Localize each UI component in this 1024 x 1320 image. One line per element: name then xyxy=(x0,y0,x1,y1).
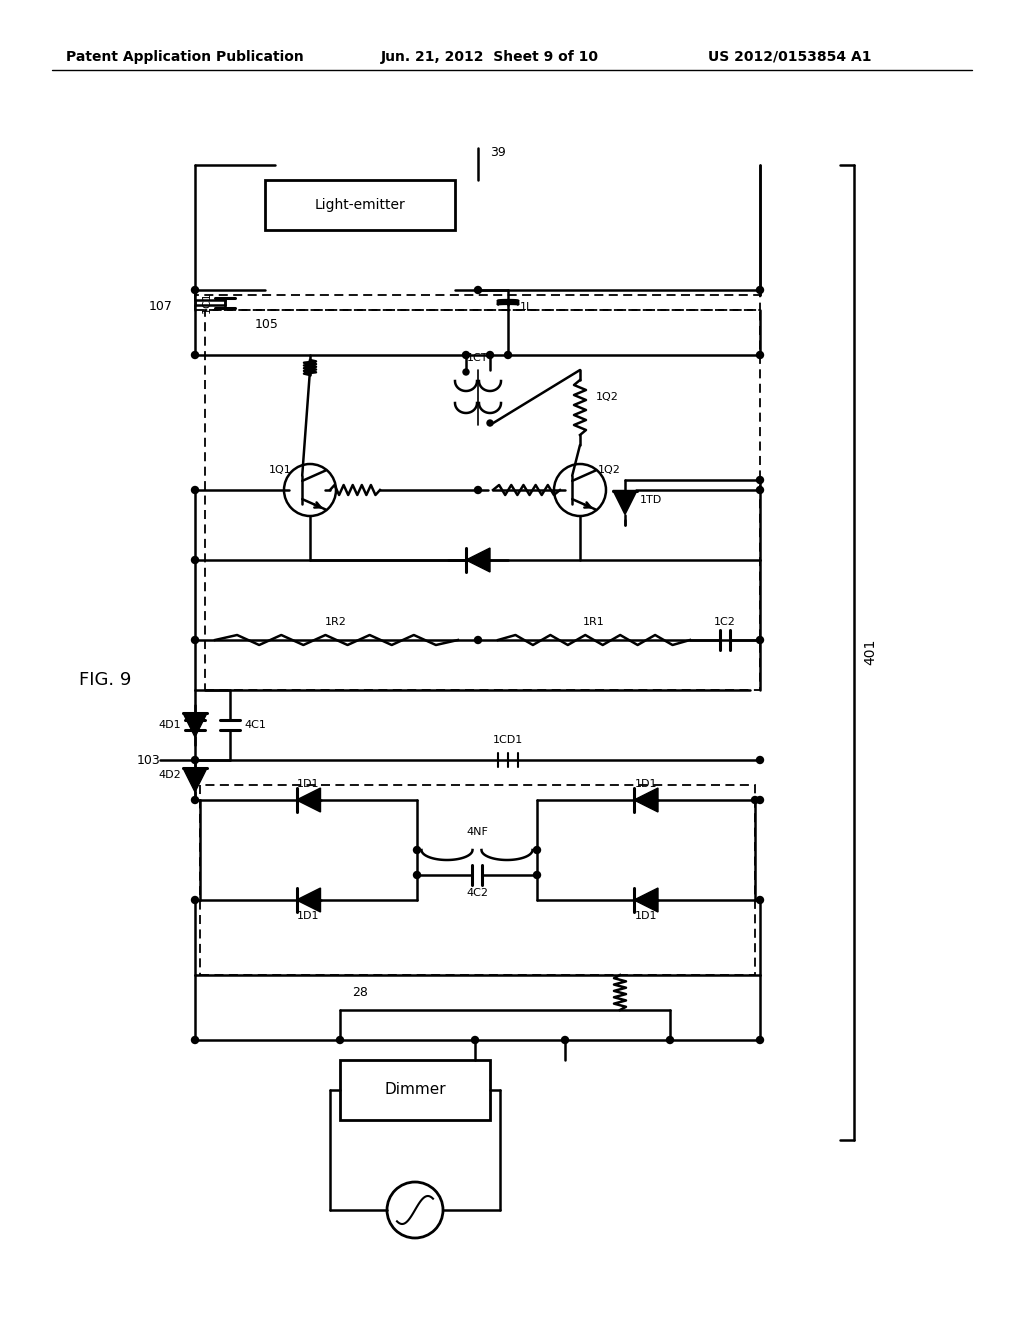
Text: Dimmer: Dimmer xyxy=(384,1082,445,1097)
Text: FIG. 9: FIG. 9 xyxy=(79,671,131,689)
Circle shape xyxy=(757,351,764,359)
Circle shape xyxy=(474,286,481,293)
Text: 1C2: 1C2 xyxy=(714,616,736,627)
Circle shape xyxy=(757,756,764,763)
Text: 1CT: 1CT xyxy=(467,352,488,363)
Text: 401: 401 xyxy=(863,639,877,665)
Polygon shape xyxy=(634,788,658,812)
Polygon shape xyxy=(297,788,321,812)
Circle shape xyxy=(474,636,481,644)
Circle shape xyxy=(757,1036,764,1044)
Bar xyxy=(200,785,755,975)
Circle shape xyxy=(757,487,764,494)
Text: 4C2: 4C2 xyxy=(466,888,488,898)
Circle shape xyxy=(667,1036,674,1044)
Circle shape xyxy=(757,477,764,483)
Circle shape xyxy=(487,420,493,426)
Circle shape xyxy=(534,846,541,854)
Circle shape xyxy=(191,1036,199,1044)
Text: 4C1: 4C1 xyxy=(244,719,266,730)
Polygon shape xyxy=(466,548,490,572)
Polygon shape xyxy=(613,491,637,515)
Circle shape xyxy=(414,871,421,879)
Text: 107: 107 xyxy=(150,300,173,313)
Text: 1L: 1L xyxy=(519,302,532,312)
Circle shape xyxy=(486,351,494,359)
Circle shape xyxy=(757,286,764,293)
Circle shape xyxy=(474,557,481,564)
Bar xyxy=(340,1060,490,1119)
Circle shape xyxy=(757,796,764,804)
Text: 1D1: 1D1 xyxy=(635,911,657,921)
Text: 4D1: 4D1 xyxy=(159,719,181,730)
Text: Patent Application Publication: Patent Application Publication xyxy=(67,50,304,63)
Polygon shape xyxy=(183,768,207,792)
Text: 1D1: 1D1 xyxy=(297,779,319,789)
Text: 1Q2: 1Q2 xyxy=(598,465,621,475)
Circle shape xyxy=(463,351,469,359)
Circle shape xyxy=(561,1036,568,1044)
Circle shape xyxy=(752,796,759,804)
Polygon shape xyxy=(183,713,207,737)
Bar xyxy=(265,180,455,230)
Text: 39: 39 xyxy=(490,147,506,160)
Text: 1R2: 1R2 xyxy=(325,616,347,627)
Text: Light-emitter: Light-emitter xyxy=(314,198,406,213)
Text: US 2012/0153854 A1: US 2012/0153854 A1 xyxy=(709,50,871,63)
Bar xyxy=(195,294,760,310)
Circle shape xyxy=(757,636,764,644)
Text: 4NF: 4NF xyxy=(466,828,488,837)
Text: 1TD: 1TD xyxy=(640,495,663,506)
Circle shape xyxy=(505,351,512,359)
Text: 1R1: 1R1 xyxy=(583,616,605,627)
Text: Jun. 21, 2012  Sheet 9 of 10: Jun. 21, 2012 Sheet 9 of 10 xyxy=(381,50,599,63)
Circle shape xyxy=(757,896,764,903)
Circle shape xyxy=(191,796,199,804)
Circle shape xyxy=(191,351,199,359)
Circle shape xyxy=(191,487,199,494)
Text: 103: 103 xyxy=(136,754,160,767)
Text: 1Q2: 1Q2 xyxy=(596,392,618,403)
Circle shape xyxy=(191,896,199,903)
Circle shape xyxy=(471,1036,478,1044)
Polygon shape xyxy=(297,888,321,912)
Polygon shape xyxy=(634,888,658,912)
Circle shape xyxy=(474,487,481,494)
Circle shape xyxy=(191,756,199,763)
Text: 4D2: 4D2 xyxy=(159,770,181,780)
Text: 1CD1: 1CD1 xyxy=(493,735,523,744)
Circle shape xyxy=(191,557,199,564)
Text: 105: 105 xyxy=(255,318,279,331)
Circle shape xyxy=(337,1036,343,1044)
Circle shape xyxy=(414,846,421,854)
Circle shape xyxy=(191,286,199,293)
Text: 1C1: 1C1 xyxy=(202,292,212,313)
Bar xyxy=(205,310,760,690)
Text: 1D1: 1D1 xyxy=(635,779,657,789)
Text: 1D1: 1D1 xyxy=(297,911,319,921)
Circle shape xyxy=(463,370,469,375)
Circle shape xyxy=(534,871,541,879)
Text: 28: 28 xyxy=(352,986,368,998)
Text: 1Q1: 1Q1 xyxy=(269,465,292,475)
Circle shape xyxy=(191,636,199,644)
